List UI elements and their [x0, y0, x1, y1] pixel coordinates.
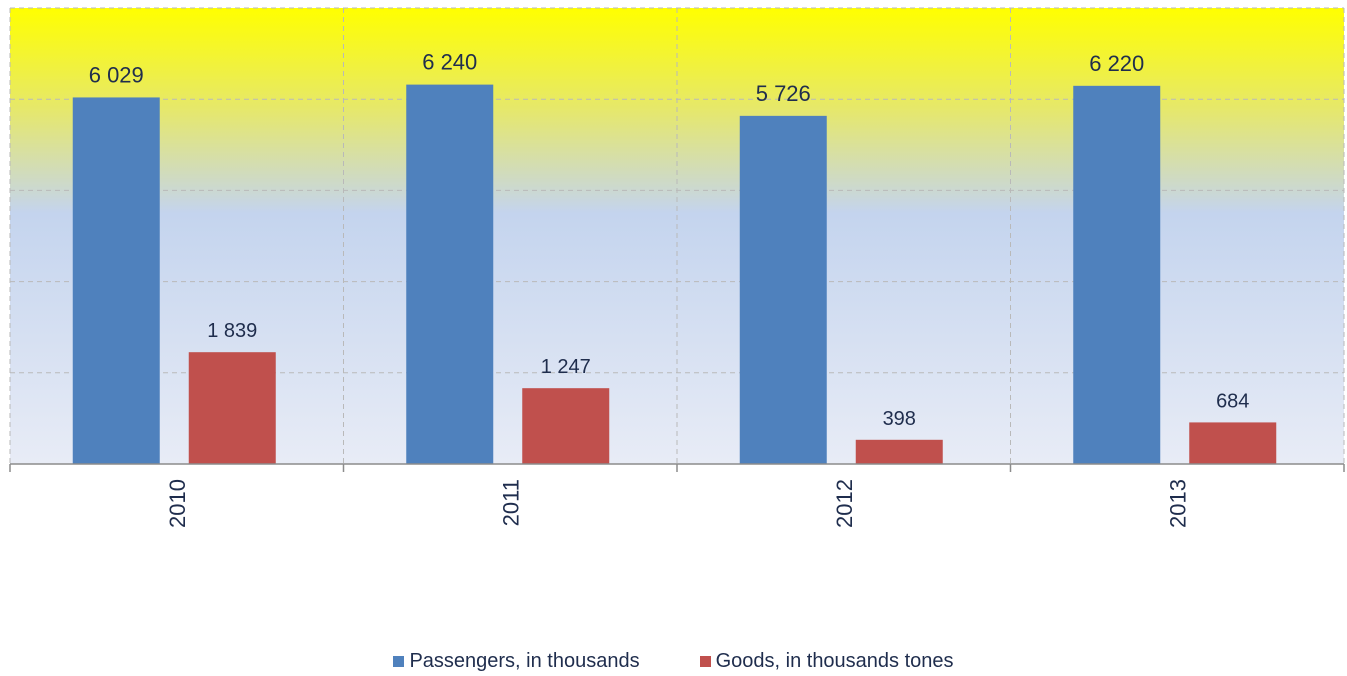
legend-swatch-goods	[699, 655, 711, 667]
x-tick-label-2011: 2011	[498, 479, 523, 526]
bar-passengers-2012	[739, 115, 827, 465]
bar-goods-2012	[855, 439, 943, 464]
bar-passengers-2011	[406, 84, 494, 464]
x-tick-label-2012: 2012	[832, 479, 857, 528]
bars	[72, 84, 1277, 465]
bar-goods-2010	[188, 352, 276, 464]
legend-label-passengers: Passengers, in thousands	[409, 649, 640, 672]
data-labels: 6 029 6 240 5 726 6 220 1 839 1 247 398 684	[89, 50, 1250, 430]
data-label-goods-2011: 1 247	[541, 356, 591, 378]
data-label-goods-2012: 398	[883, 408, 916, 430]
data-label-passengers-2013: 6 220	[1089, 51, 1144, 76]
data-label-passengers-2010: 6 029	[89, 62, 144, 87]
x-tick-label-2010: 2010	[165, 479, 190, 528]
legend-swatch-passengers	[393, 655, 405, 667]
data-label-goods-2010: 1 839	[207, 320, 257, 342]
legend-item-passengers: Passengers, in thousands	[393, 649, 640, 673]
data-label-goods-2013: 684	[1216, 390, 1249, 412]
data-label-passengers-2011: 6 240	[422, 50, 477, 75]
x-axis: 2010 2011 2012 2013	[9, 463, 1345, 528]
x-tick-label-2013: 2013	[1165, 479, 1190, 528]
legend-item-goods: Goods, in thousands tones	[699, 649, 954, 673]
legend: Passengers, in thousands Goods, in thous…	[0, 646, 1347, 676]
legend-label-goods: Goods, in thousands tones	[715, 649, 954, 672]
bar-passengers-2010	[72, 97, 160, 464]
bar-goods-2011	[522, 388, 610, 464]
bar-passengers-2013	[1073, 85, 1161, 464]
data-label-passengers-2012: 5 726	[756, 81, 811, 106]
bar-goods-2013	[1189, 422, 1277, 464]
